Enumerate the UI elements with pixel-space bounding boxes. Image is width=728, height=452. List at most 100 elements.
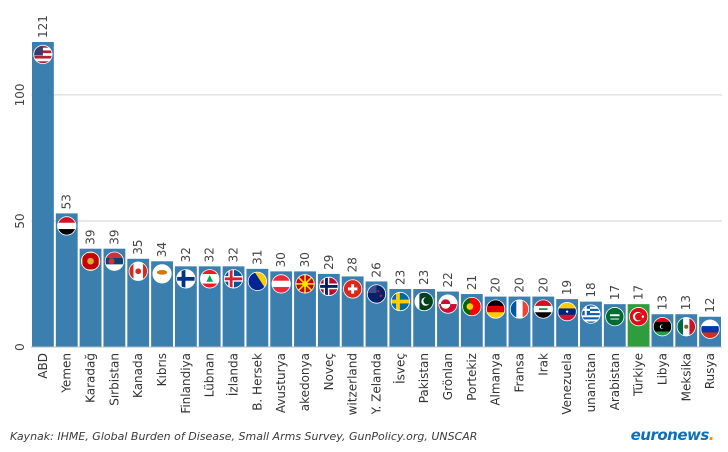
value-label: 26 — [370, 262, 384, 277]
bar-group-24: 17 Arabistan — [603, 285, 626, 410]
flag-gl-icon — [438, 294, 458, 314]
value-label: 13 — [679, 295, 693, 310]
value-label: 12 — [703, 297, 717, 312]
category-label: Noveç — [322, 353, 336, 390]
flag-lb-icon — [200, 269, 220, 289]
flag-pt-icon — [462, 296, 482, 317]
y-tick-label: 50 — [13, 213, 27, 228]
category-label: Rusya — [703, 353, 717, 389]
value-label: 34 — [155, 242, 169, 257]
flag-tr-icon — [629, 307, 649, 327]
value-label: 30 — [298, 252, 312, 267]
category-label: Türkiye — [632, 353, 646, 397]
flag-is-icon — [223, 269, 244, 289]
flag-fi-icon — [176, 269, 196, 289]
bar-group-28: 12 Rusya — [699, 297, 721, 389]
flag-ca-icon — [128, 261, 148, 281]
category-label: Libya — [655, 353, 669, 385]
value-label: 39 — [84, 229, 98, 244]
category-label: B. Hersek — [250, 353, 264, 411]
brand-dot: . — [708, 426, 715, 444]
category-label: Almanya — [489, 353, 503, 406]
y-tick-label: 0 — [13, 343, 27, 351]
bar-group-1: 53 Yemen — [55, 194, 78, 394]
euronews-logo: euronews. — [630, 426, 715, 444]
bar-group-18: 21 Portekiz — [460, 275, 483, 401]
flag-no-icon — [319, 276, 339, 297]
flag-de-icon — [486, 299, 506, 319]
bar-group-21: 20 Irak — [532, 277, 555, 376]
bar-group-23: 18 unanistan — [580, 282, 602, 412]
value-label: 20 — [512, 277, 526, 292]
flag-fr-icon — [509, 299, 530, 319]
flag-ba-icon — [247, 271, 267, 291]
bar-group-20: 20 Fransa — [508, 277, 531, 393]
value-label: 39 — [107, 229, 121, 244]
flag-ye-icon — [57, 216, 77, 236]
bar-group-19: 20 Almanya — [484, 277, 507, 406]
value-label: 28 — [346, 257, 360, 272]
value-label: 17 — [608, 285, 622, 300]
bar-group-5: 34 Kıbrıs — [151, 242, 173, 386]
category-label: Lübnan — [203, 353, 217, 397]
flag-mx-icon — [676, 317, 696, 337]
bar-group-2: 39 Karadağ — [79, 229, 102, 403]
value-label: 35 — [131, 239, 145, 254]
category-label: Arabistan — [608, 353, 622, 410]
category-label: Kıbrıs — [155, 353, 169, 386]
bar-ye — [55, 213, 78, 347]
brand-text: euronews — [630, 426, 710, 444]
flag-at-icon — [271, 274, 291, 294]
category-label: Grönlan — [441, 353, 455, 400]
bar-group-25: 17 Türkiye — [627, 285, 650, 397]
flag-rs-icon — [104, 251, 124, 271]
bar-group-22: 19 Venezuela — [556, 280, 579, 415]
bar-group-16: 23 Pakistan — [413, 270, 436, 403]
flag-mk-icon — [295, 274, 315, 294]
bar-cy — [151, 261, 173, 347]
value-label: 17 — [632, 285, 646, 300]
bar-group-12: 29 Noveç — [317, 255, 340, 390]
value-label: 29 — [322, 255, 336, 270]
bar-group-4: 35 Kanada — [127, 239, 150, 398]
bar-group-0: 121 ABD — [32, 15, 54, 379]
flag-iq-icon — [533, 299, 553, 319]
value-label: 22 — [441, 272, 455, 287]
value-label: 121 — [36, 15, 50, 38]
category-label: Karadağ — [84, 353, 98, 403]
value-label: 31 — [250, 250, 264, 265]
flag-nz-icon — [366, 284, 387, 304]
flag-us-icon — [33, 44, 53, 65]
category-label: Yemen — [60, 353, 74, 394]
category-label: İzlanda — [226, 353, 241, 396]
flag-ly-icon — [652, 317, 673, 337]
flag-cy-icon — [152, 264, 172, 284]
value-label: 20 — [536, 277, 550, 292]
category-label: İsveç — [392, 353, 407, 384]
category-label: Pakistan — [417, 353, 431, 403]
source-note: Kaynak: IHME, Global Burden of Disease, … — [10, 430, 478, 443]
bar-group-26: 13 Libya — [651, 295, 674, 385]
y-tick-label: 100 — [13, 83, 27, 106]
value-label: 32 — [227, 247, 241, 262]
bar-group-11: 30 akedonya — [294, 252, 316, 411]
bar-group-10: 30 Avusturya — [270, 252, 293, 413]
value-label: 18 — [584, 282, 598, 297]
bar-group-27: 13 Meksika — [675, 295, 698, 401]
category-label: unanistan — [584, 353, 598, 412]
flag-se-icon — [390, 291, 410, 312]
value-label: 23 — [417, 270, 431, 285]
bar-me — [79, 248, 102, 347]
bar-group-13: 28 witzerland — [341, 257, 364, 415]
category-label: Fransa — [512, 353, 526, 393]
bar-rs — [103, 248, 126, 347]
bar-group-17: 22 Grönlan — [437, 272, 459, 400]
value-label: 19 — [560, 280, 574, 295]
flag-me-icon — [80, 251, 101, 271]
flag-sa-icon — [605, 307, 625, 327]
category-label: Y. Zelanda — [370, 353, 384, 415]
value-label: 23 — [393, 270, 407, 285]
flag-ve-icon — [557, 302, 577, 322]
value-label: 53 — [60, 194, 74, 209]
